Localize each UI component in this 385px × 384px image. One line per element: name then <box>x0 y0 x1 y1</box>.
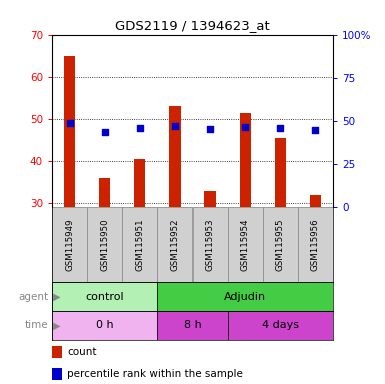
Text: 8 h: 8 h <box>184 320 201 331</box>
Text: ▶: ▶ <box>50 291 61 302</box>
Text: GSM115955: GSM115955 <box>276 218 285 271</box>
Bar <box>52 346 62 358</box>
Bar <box>298 207 333 282</box>
Text: time: time <box>25 320 48 331</box>
Bar <box>239 113 251 207</box>
Bar <box>157 207 192 282</box>
Point <box>102 129 108 135</box>
Text: percentile rank within the sample: percentile rank within the sample <box>67 369 243 379</box>
Text: GSM115956: GSM115956 <box>311 218 320 271</box>
Text: GSM115949: GSM115949 <box>65 218 74 271</box>
Text: 4 days: 4 days <box>262 320 299 331</box>
Text: agent: agent <box>18 291 48 302</box>
Bar <box>134 159 146 207</box>
Text: control: control <box>85 291 124 302</box>
Bar <box>87 207 122 282</box>
Text: count: count <box>67 347 97 357</box>
Bar <box>157 282 333 311</box>
Bar <box>99 178 110 207</box>
Bar <box>157 311 228 340</box>
Point <box>277 125 283 131</box>
Bar <box>275 138 286 207</box>
Point <box>67 119 73 126</box>
Bar <box>228 311 333 340</box>
Text: 0 h: 0 h <box>96 320 114 331</box>
Bar <box>52 368 62 381</box>
Point <box>242 124 248 130</box>
Bar <box>52 282 157 311</box>
Bar <box>122 207 157 282</box>
Bar <box>192 207 228 282</box>
Text: GSM115954: GSM115954 <box>241 218 250 271</box>
Point <box>172 123 178 129</box>
Bar <box>310 195 321 207</box>
Text: GSM115950: GSM115950 <box>100 218 109 271</box>
Text: GSM115951: GSM115951 <box>135 218 144 271</box>
Text: GSM115952: GSM115952 <box>171 218 179 271</box>
Title: GDS2119 / 1394623_at: GDS2119 / 1394623_at <box>115 19 270 32</box>
Bar <box>64 56 75 207</box>
Text: Adjudin: Adjudin <box>224 291 266 302</box>
Bar <box>169 106 181 207</box>
Point <box>207 126 213 132</box>
Point <box>137 125 143 131</box>
Bar <box>263 207 298 282</box>
Bar <box>204 190 216 207</box>
Text: ▶: ▶ <box>50 320 61 331</box>
Point <box>312 126 318 132</box>
Bar <box>52 311 157 340</box>
Bar <box>228 207 263 282</box>
Text: GSM115953: GSM115953 <box>206 218 214 271</box>
Bar <box>52 207 87 282</box>
